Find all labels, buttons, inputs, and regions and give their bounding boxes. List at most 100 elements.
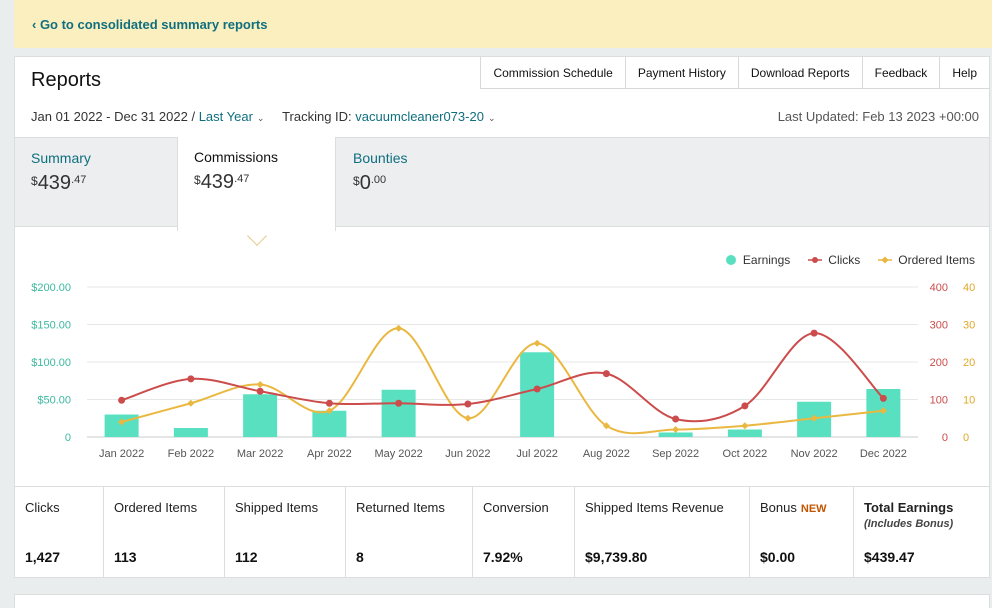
x-tick-label: Mar 2022: [237, 448, 283, 460]
clicks-point: [602, 370, 610, 378]
legend-ordered-items[interactable]: Ordered Items: [878, 253, 975, 267]
y-right-clicks-tick-label: 100: [930, 395, 948, 407]
tab-summary[interactable]: Summary $439.47: [15, 138, 177, 228]
x-tick-label: Jul 2022: [516, 448, 558, 460]
legend-ordered-items-label: Ordered Items: [898, 253, 975, 267]
commission-schedule-link[interactable]: Commission Schedule: [480, 57, 625, 89]
feedback-link[interactable]: Feedback: [861, 57, 940, 89]
next-panel: [14, 594, 990, 608]
tab-commissions-amount: $439.47: [194, 171, 319, 194]
stat-returned-items: Returned Items 8: [346, 487, 473, 578]
x-tick-label: Oct 2022: [723, 448, 768, 460]
x-tick-label: May 2022: [374, 448, 422, 460]
y-right-ordered-tick-label: 20: [963, 357, 975, 369]
chevron-down-icon: ⌄: [487, 113, 496, 123]
stats-row: Clicks 1,427 Ordered Items 113 Shipped I…: [15, 486, 989, 578]
ordered-items-point: [256, 380, 264, 389]
clicks-point: [810, 329, 818, 337]
reports-panel: Reports Commission Schedule Payment Hist…: [14, 56, 990, 578]
clicks-point: [325, 399, 333, 407]
help-link[interactable]: Help: [939, 57, 989, 89]
stat-label: Bonus NEW: [760, 500, 843, 515]
chart-legend: Earnings Clicks Ordered Items: [725, 253, 975, 267]
page-title: Reports: [31, 69, 102, 91]
clicks-line-icon: [808, 257, 823, 263]
y-left-tick-label: $200.00: [31, 282, 71, 294]
currency-symbol: $: [194, 173, 201, 187]
x-tick-label: Jan 2022: [99, 448, 144, 460]
ordered-items-point: [810, 414, 818, 422]
summary-banner: ‹ Go to consolidated summary reports: [14, 0, 992, 48]
payment-history-link[interactable]: Payment History: [624, 57, 738, 89]
y-left-tick-label: 0: [65, 432, 71, 444]
stat-value: $439.47: [864, 549, 915, 565]
amount-cents: .47: [71, 174, 87, 186]
clicks-point: [533, 385, 541, 393]
stat-label: Ordered Items: [114, 500, 198, 515]
amount-whole: 439: [200, 171, 235, 193]
amount-whole: 439: [37, 172, 72, 194]
tab-bounties-label: Bounties: [353, 150, 408, 166]
y-left-tick-label: $100.00: [31, 357, 71, 369]
stat-conversion: Conversion 7.92%: [473, 487, 575, 578]
clicks-point: [672, 415, 680, 423]
ordered-items-point: [741, 422, 749, 430]
y-right-ordered-tick-label: 30: [963, 320, 975, 332]
earnings-bar: [243, 394, 278, 437]
y-right-ordered-tick-label: 40: [963, 282, 975, 294]
tracking-id-value: vacuumcleaner073-20: [355, 109, 484, 124]
currency-symbol: $: [31, 174, 38, 188]
legend-earnings[interactable]: Earnings: [725, 253, 790, 267]
tracking-label: Tracking ID:: [282, 109, 352, 124]
tab-commissions[interactable]: Commissions $439.47: [177, 137, 336, 231]
tab-summary-amount: $439.47: [31, 172, 161, 195]
earnings-bar: [173, 428, 208, 437]
tab-bounties[interactable]: Bounties $0.00: [337, 138, 497, 228]
earnings-bar: [520, 352, 555, 437]
stat-label: Conversion: [483, 500, 549, 515]
y-right-clicks-tick-label: 300: [930, 320, 948, 332]
ordered-items-point: [325, 407, 333, 415]
last-updated: Last Updated: Feb 13 2023 +00:00: [777, 109, 979, 124]
stat-ordered-items: Ordered Items 113: [104, 487, 225, 578]
stat-value: 8: [356, 549, 364, 565]
earnings-dot-icon: [725, 255, 736, 265]
ordered-items-point: [879, 407, 887, 415]
x-tick-label: Apr 2022: [307, 448, 352, 460]
period-dropdown[interactable]: Last Year ⌄: [199, 109, 265, 124]
ordered-items-point: [464, 414, 472, 422]
download-reports-link[interactable]: Download Reports: [737, 57, 862, 89]
y-right-ordered-tick-label: 0: [963, 432, 969, 444]
ordered-items-point: [187, 399, 195, 407]
filter-bar: Jan 01 2022 - Dec 31 2022 / Last Year ⌄ T…: [31, 109, 495, 124]
earnings-bar: [658, 432, 693, 437]
y-left-tick-label: $150.00: [31, 320, 71, 332]
amount-cents: .00: [370, 174, 387, 186]
earnings-bar: [381, 389, 416, 437]
y-right-clicks-tick-label: 200: [930, 357, 948, 369]
stat-value: 113: [114, 549, 137, 565]
ordered-items-point: [672, 425, 680, 434]
legend-clicks[interactable]: Clicks: [808, 253, 860, 267]
stat-sublabel: (Includes Bonus): [864, 518, 954, 530]
ordered-items-point: [533, 339, 541, 347]
stat-label: Total Earnings: [864, 500, 954, 515]
stat-value: $0.00: [760, 549, 796, 565]
stat-bonus: Bonus NEW $0.00: [750, 487, 854, 578]
amount-whole: 0: [359, 172, 371, 194]
new-badge: NEW: [800, 503, 827, 515]
tracking-id-dropdown[interactable]: vacuumcleaner073-20 ⌄: [355, 109, 495, 124]
bonus-label: Bonus: [760, 500, 797, 515]
legend-clicks-label: Clicks: [828, 253, 861, 267]
ordered-items-line-icon: [878, 256, 893, 264]
consolidated-reports-link[interactable]: ‹ Go to consolidated summary reports: [32, 17, 268, 32]
x-tick-label: Dec 2022: [860, 448, 907, 460]
clicks-point: [395, 399, 403, 407]
y-left-tick-label: $50.00: [37, 395, 71, 407]
tab-commissions-label: Commissions: [194, 149, 279, 165]
y-right-clicks-tick-label: 0: [942, 432, 948, 444]
earnings-bar: [727, 429, 762, 437]
y-right-ordered-tick-label: 10: [963, 395, 975, 407]
clicks-point: [118, 396, 126, 404]
clicks-point: [464, 400, 472, 408]
